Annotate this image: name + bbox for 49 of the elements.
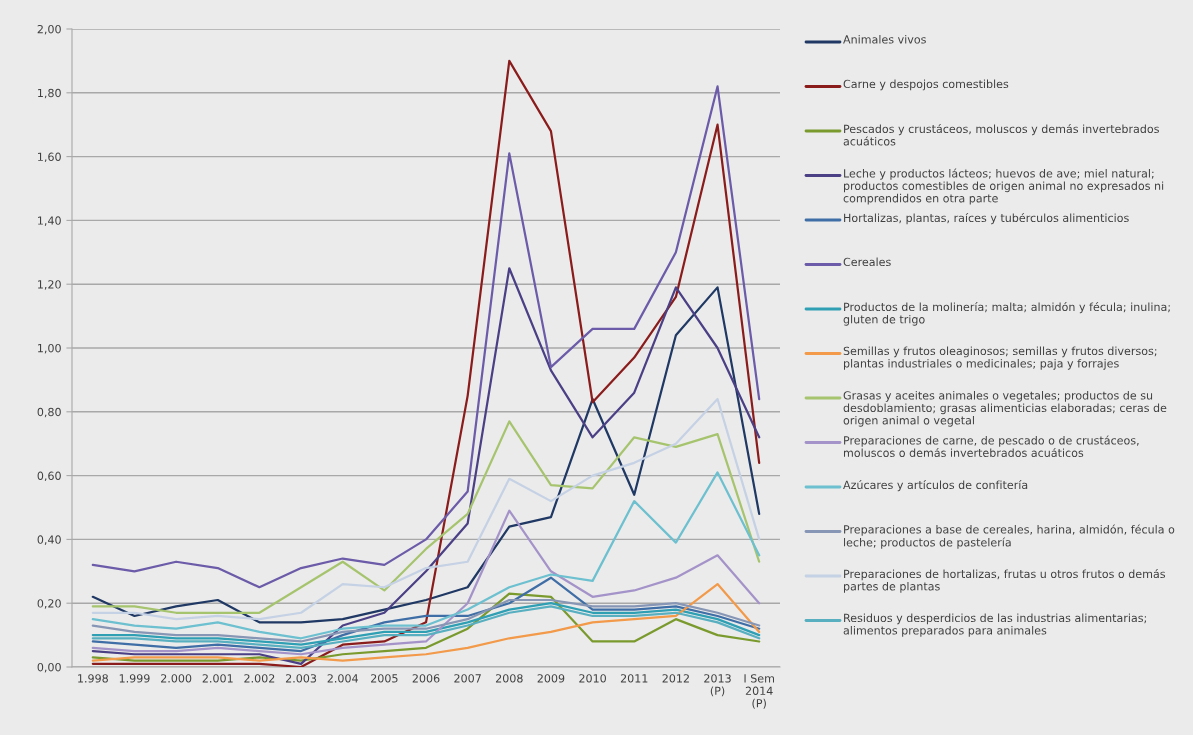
legend-label: Carne y despojos comestibles — [843, 79, 1009, 91]
line-series — [91, 471, 761, 640]
line-series — [91, 286, 761, 624]
y-tick-label: 0,80 — [37, 407, 61, 418]
y-tick-label: 0,60 — [37, 471, 61, 482]
x-tick-label: 2.000 — [161, 674, 192, 683]
legend-label: Leche y productos lácteos; huevos de ave; miel natural; productos comestibles de origen animal no expresados ni comprendidos en otra parte — [843, 168, 1164, 205]
legend-label: Productos de la molinería; malta; almidón y fécula; inulina; gluten de trigo — [843, 302, 1170, 326]
y-tick-label: 1,60 — [38, 152, 61, 163]
x-tick-label: 2008 — [495, 674, 523, 683]
legend-label: Residuos y desperdicios de las industrias alimentarias; alimentos preparados para animales — [843, 613, 1146, 637]
legend-label: Animales vivos — [843, 35, 926, 44]
x-tick-label: I Sem 2014 (P) — [744, 674, 774, 709]
x-tick-label: 2.004 — [327, 674, 358, 683]
legend-label: Azúcares y artículos de confitería — [843, 480, 1028, 492]
legend-label: Preparaciones de carne, de pescado o de crustáceos, moluscos o demás invertebrados acuáticos — [844, 435, 1139, 457]
x-tick-label: 2.001 — [202, 674, 233, 683]
x-tick-label: 2007 — [454, 674, 481, 683]
legend-label: Cereales — [843, 257, 891, 267]
legend-label: Grasas y aceites animales o vegetales; productos de su desdoblamiento; grasas alimenticias elaboradas; ceras de origen animal o vegetal — [843, 391, 1167, 427]
legend-label: Semillas y frutos oleaginosos; semillas y frutos diversos; plantas industriales o medicinales; paja y forrajes — [843, 346, 1157, 370]
y-tick-label: 1,80 — [38, 88, 61, 99]
line-series — [91, 509, 761, 656]
y-tick-label: 1,40 — [38, 216, 61, 226]
y-tick-label: 0,40 — [37, 535, 61, 545]
line-series — [91, 576, 761, 653]
x-tick-label: 2011 — [620, 674, 648, 683]
x-tick-label: 2006 — [412, 674, 440, 683]
x-tick-label: 2009 — [537, 674, 565, 683]
y-tick-label: 1,20 — [38, 280, 61, 290]
x-tick-label: 1.999 — [119, 674, 150, 683]
legend-label: Pescados y crustáceos, moluscos y demás invertebrados acuáticos — [843, 124, 1159, 146]
x-tick-label: 2.002 — [244, 674, 275, 683]
x-tick-label: 1.998 — [78, 674, 108, 683]
x-tick-label: 2005 — [371, 674, 398, 683]
y-tick-label: 2,00 — [37, 24, 61, 35]
legend-label: Preparaciones a base de cereales, harina, almidón, fécula o leche; productos de pastelería — [844, 524, 1175, 549]
legend-label: Hortalizas, plantas, raíces y tubérculos alimenticios — [844, 213, 1129, 225]
y-tick-label: 1,00 — [38, 343, 61, 354]
x-tick-label: 2.003 — [285, 674, 317, 683]
line-series — [91, 267, 761, 665]
legend-label: Preparaciones de hortalizas, frutas u otros frutos o demás partes de plantas — [844, 569, 1166, 593]
x-tick-label: 2010 — [579, 674, 606, 683]
x-tick-label: 2013 (P) — [704, 674, 731, 697]
y-tick-label: 0,20 — [37, 599, 61, 609]
y-tick-label: 0,00 — [37, 662, 61, 673]
line-series — [91, 59, 761, 667]
x-tick-label: 2012 — [662, 674, 689, 683]
line-series — [91, 85, 761, 589]
